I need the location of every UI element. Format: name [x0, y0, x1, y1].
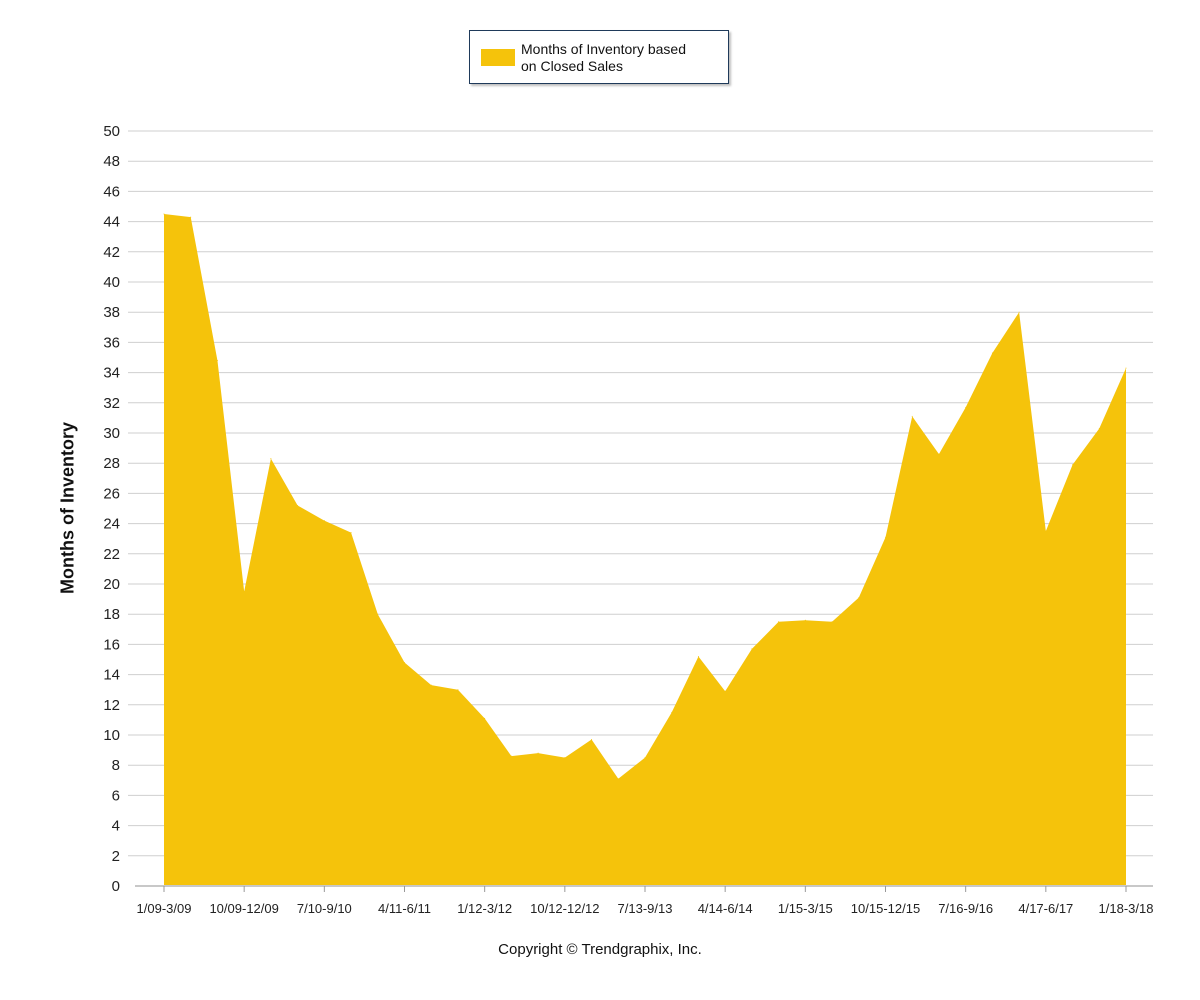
legend: Months of Inventory based on Closed Sale… [469, 30, 729, 84]
data-point [911, 415, 913, 417]
data-point [617, 778, 619, 780]
y-tick-label: 2 [112, 848, 120, 865]
area-fill [164, 214, 1126, 887]
y-tick-label: 4 [112, 818, 120, 835]
copyright: Copyright © Trendgraphix, Inc. [498, 941, 702, 958]
data-point [724, 690, 726, 692]
legend-label: Months of Inventory based on Closed Sale… [521, 41, 721, 75]
data-point [537, 752, 539, 754]
data-point [1125, 367, 1127, 369]
data-point [671, 711, 673, 713]
data-point [163, 213, 165, 215]
y-tick-label: 26 [103, 485, 120, 502]
data-point [457, 689, 459, 691]
data-point [644, 757, 646, 759]
data-point [564, 757, 566, 759]
data-point [778, 621, 780, 623]
data-point [190, 216, 192, 218]
data-point [804, 619, 806, 621]
x-tick-label: 1/18-3/18 [1099, 901, 1154, 916]
y-tick-label: 42 [103, 244, 120, 261]
data-point [350, 532, 352, 534]
x-tick-label: 7/13-9/13 [618, 901, 673, 916]
data-point [270, 458, 272, 460]
data-point [697, 655, 699, 657]
data-point [885, 536, 886, 538]
y-tick-label: 50 [103, 123, 120, 140]
y-tick-label: 28 [103, 455, 120, 472]
y-tick-label: 36 [103, 334, 120, 351]
x-tick-label: 7/10-9/10 [297, 901, 352, 916]
y-tick-labels: 0246810121416182022242628303234363840424… [103, 123, 120, 895]
data-point [965, 406, 967, 408]
data-point [484, 717, 486, 719]
y-tick-label: 0 [112, 878, 120, 895]
legend-label-line1: Months of Inventory based [521, 41, 686, 57]
y-tick-label: 6 [112, 787, 120, 804]
data-point [243, 591, 245, 593]
y-tick-label: 46 [103, 183, 120, 200]
y-tick-label: 30 [103, 425, 120, 442]
data-point [1098, 427, 1100, 429]
x-tick-label: 1/15-3/15 [778, 901, 833, 916]
x-tick-label: 7/16-9/16 [938, 901, 993, 916]
data-point [323, 520, 325, 522]
y-tick-label: 22 [103, 546, 120, 563]
x-tick-label: 10/15-12/15 [851, 901, 920, 916]
legend-label-line2: on Closed Sales [521, 58, 623, 74]
y-tick-label: 12 [103, 697, 120, 714]
y-tick-label: 14 [103, 667, 120, 684]
y-axis-label: Months of Inventory [57, 422, 78, 594]
x-tick-labels: 1/09-3/09 10/09-12/09 7/10-9/10 4/11-6/11 1/… [137, 901, 1154, 916]
x-tick-label: 1/09-3/09 [137, 901, 192, 916]
data-point [991, 352, 993, 354]
data-point [831, 621, 833, 623]
data-point [430, 684, 432, 686]
y-tick-label: 34 [103, 365, 120, 382]
y-tick-label: 10 [103, 727, 120, 744]
data-point [377, 613, 379, 615]
y-tick-label: 8 [112, 757, 120, 774]
data-point [938, 453, 940, 455]
x-tick-label: 10/12-12/12 [530, 901, 599, 916]
y-tick-label: 48 [103, 153, 120, 170]
area-series [163, 213, 1127, 887]
data-point [1072, 464, 1074, 466]
data-point [1045, 530, 1047, 532]
y-tick-label: 18 [103, 606, 120, 623]
y-tick-label: 32 [103, 395, 120, 412]
data-point [510, 755, 512, 757]
data-point [751, 648, 753, 650]
data-point [1018, 311, 1020, 313]
x-tick-label: 1/12-3/12 [457, 901, 512, 916]
data-point [858, 597, 860, 599]
data-point [216, 360, 218, 362]
data-point [297, 504, 299, 506]
y-tick-label: 40 [103, 274, 120, 291]
x-tick-label: 4/17-6/17 [1018, 901, 1073, 916]
y-tick-label: 44 [103, 214, 120, 231]
axes [135, 885, 1153, 892]
x-tick-label: 4/14-6/14 [698, 901, 753, 916]
data-point [591, 739, 593, 741]
x-tick-label: 4/11-6/11 [378, 901, 431, 916]
y-tick-label: 24 [103, 516, 120, 533]
data-point [404, 662, 405, 664]
legend-swatch [481, 49, 515, 66]
y-tick-label: 20 [103, 576, 120, 593]
y-tick-label: 38 [103, 304, 120, 321]
x-tick-label: 10/09-12/09 [209, 901, 278, 916]
y-tick-label: 16 [103, 636, 120, 653]
